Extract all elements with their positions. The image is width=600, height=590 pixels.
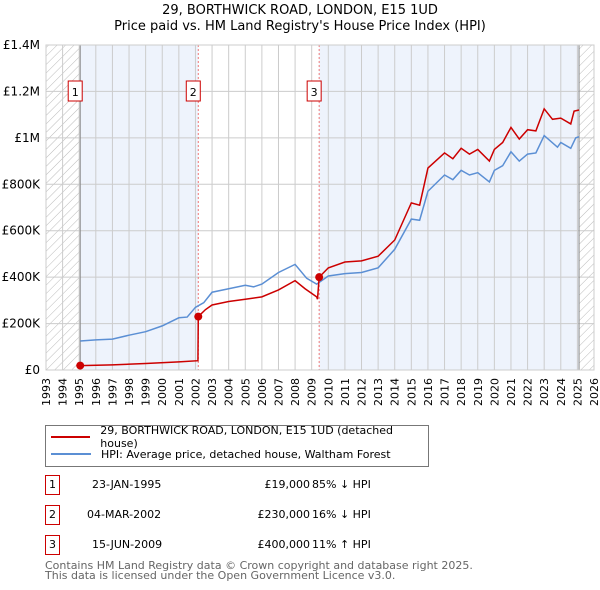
x-tick-label: 2024	[555, 378, 568, 406]
footer: Contains HM Land Registry data © Crown c…	[45, 559, 473, 582]
y-tick-label: £800K	[2, 177, 42, 191]
post-data-hatch	[579, 45, 594, 370]
x-tick-label: 2026	[588, 378, 600, 406]
x-tick-label: 1998	[123, 378, 136, 406]
x-tick-label: 2020	[488, 378, 501, 406]
x-tick-label: 2003	[206, 378, 219, 406]
x-tick-label: 2025	[571, 378, 584, 406]
chart-subtitle: Price paid vs. HM Land Registry's House …	[114, 19, 486, 34]
sale-price: £19,000	[264, 478, 311, 491]
sale-row: 2 04-MAR-2002 £230,000 16% ↓ HPI	[45, 505, 465, 525]
legend-swatch	[51, 436, 91, 438]
sale-point	[194, 312, 203, 321]
legend-swatch	[51, 453, 91, 455]
sale-label: 2	[190, 86, 197, 99]
sale-point	[315, 273, 324, 282]
x-tick-label: 2012	[356, 378, 369, 406]
x-tick-label: 2002	[189, 378, 202, 406]
sale-marker-box: 2	[45, 505, 60, 525]
x-tick-label: 1996	[90, 378, 103, 406]
legend-item-property: 29, BORTHWICK ROAD, LONDON, E15 1UD (det…	[51, 424, 428, 450]
x-tick-label: 2007	[272, 378, 285, 406]
x-tick-label: 2018	[455, 378, 468, 406]
y-tick-label: £200K	[2, 317, 42, 331]
x-tick-label: 2005	[239, 378, 252, 406]
sale-point	[76, 361, 85, 370]
x-tick-label: 2023	[538, 378, 551, 406]
footer-copyright: Contains HM Land Registry data © Crown c…	[45, 559, 473, 572]
y-tick-label: £0	[25, 363, 40, 377]
x-tick-label: 2016	[422, 378, 435, 406]
x-tick-label: 2021	[505, 378, 518, 406]
x-tick-label: 1997	[106, 378, 119, 406]
x-tick-label: 2017	[439, 378, 452, 406]
sale-label-box	[67, 80, 83, 102]
x-tick-label: 2011	[339, 378, 352, 406]
plot-border	[45, 44, 595, 371]
x-tick-label: 2006	[256, 378, 269, 406]
ownership-period-3	[319, 45, 580, 370]
sale-label-box	[185, 80, 201, 102]
x-tick-label: 2022	[522, 378, 535, 406]
x-tick-label: 2019	[472, 378, 485, 406]
x-tick-label: 2000	[156, 378, 169, 406]
y-tick-label: £1M	[14, 131, 40, 145]
sale-row: 3 15-JUN-2009 £400,000 11% ↑ HPI	[45, 535, 465, 555]
x-tick-label: 2015	[405, 378, 418, 406]
x-tick-label: 2013	[372, 378, 385, 406]
x-tick-label: 1994	[57, 378, 70, 406]
legend-label: 29, BORTHWICK ROAD, LONDON, E15 1UD (det…	[100, 424, 394, 450]
sale-date: 04-MAR-2002	[87, 508, 162, 521]
sale-label: 1	[72, 86, 79, 99]
sale-date: 15-JUN-2009	[92, 538, 163, 551]
legend-item-hpi: HPI: Average price, detached house, Walt…	[51, 446, 391, 462]
sale-label: 3	[311, 86, 318, 99]
sale-hpi: 85% ↓ HPI	[312, 478, 371, 491]
hpi-line	[80, 134, 580, 342]
sale-hpi: 16% ↓ HPI	[312, 508, 371, 521]
ownership-period-1	[80, 45, 199, 370]
sale-label-box	[306, 80, 322, 102]
sale-marker-box: 1	[45, 475, 60, 495]
x-tick-label: 2010	[322, 378, 335, 406]
sale-date: 23-JAN-1995	[92, 478, 162, 491]
x-tick-label: 2008	[289, 378, 302, 406]
x-tick-label: 2004	[223, 378, 236, 406]
sale-marker-box: 3	[45, 535, 60, 555]
sale-hpi: 11% ↑ HPI	[312, 538, 371, 551]
legend-label: HPI: Average price, detached house, Walt…	[101, 447, 391, 461]
x-tick-label: 2014	[389, 378, 402, 406]
y-tick-label: £1.2M	[3, 84, 40, 98]
y-tick-label: £1.4M	[3, 38, 40, 52]
x-tick-label: 1999	[140, 378, 153, 406]
sale-price: £400,000	[257, 538, 311, 551]
x-tick-label: 2009	[306, 378, 319, 406]
legend: 29, BORTHWICK ROAD, LONDON, E15 1UD (det…	[45, 424, 429, 467]
chart-plot: 1993 1994 1995 1996 1997 1998 1999 2000 2001 2002…	[2, 38, 600, 406]
footer-licence: This data is licensed under the Open Gov…	[45, 569, 396, 582]
y-tick-label: £600K	[2, 224, 42, 238]
sale-price: £230,000	[257, 508, 311, 521]
property-price-line	[80, 107, 580, 367]
x-tick-label: 1995	[73, 378, 86, 406]
x-tick-label: 2001	[173, 378, 186, 406]
y-tick-label: £400K	[2, 270, 42, 284]
chart-title: 29, BORTHWICK ROAD, LONDON, E15 1UD	[162, 3, 438, 18]
x-tick-label: 1993	[40, 378, 53, 406]
sale-row: 1 23-JAN-1995 £19,000 85% ↓ HPI	[45, 475, 465, 495]
